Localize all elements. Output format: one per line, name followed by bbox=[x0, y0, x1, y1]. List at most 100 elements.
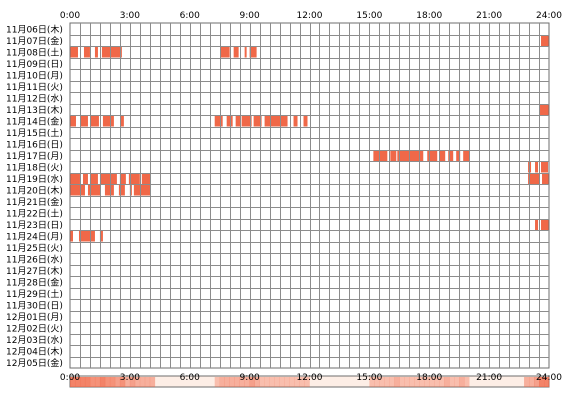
summary-density-cell bbox=[414, 377, 420, 387]
summary-density-cell bbox=[304, 377, 310, 387]
summary-density-cell bbox=[544, 377, 550, 387]
activity-block bbox=[253, 116, 262, 127]
summary-density-cell bbox=[389, 377, 395, 387]
activity-block bbox=[264, 116, 288, 127]
activity-block bbox=[397, 150, 424, 161]
date-label: 11月18日(火) bbox=[6, 163, 63, 174]
date-label: 11月22日(土) bbox=[6, 208, 63, 220]
summary-density-cell bbox=[74, 377, 81, 387]
hour-tick-label-bottom: 18:00 bbox=[416, 373, 442, 383]
summary-density-cell bbox=[429, 377, 435, 387]
summary-bar bbox=[69, 375, 550, 388]
activity-block bbox=[233, 47, 239, 58]
date-label: 11月27日(木) bbox=[6, 265, 63, 277]
summary-density-cell bbox=[524, 377, 530, 387]
hour-tick-label: 12:00 bbox=[297, 11, 323, 21]
date-label: 11月06日(木) bbox=[6, 24, 63, 36]
summary-density-cell bbox=[299, 377, 305, 387]
summary-density-cell bbox=[424, 377, 430, 387]
hour-tick-label-bottom: 12:00 bbox=[297, 373, 323, 383]
summary-density-cell bbox=[259, 377, 265, 387]
activity-block bbox=[80, 116, 88, 127]
activity-block bbox=[244, 47, 247, 58]
activity-block bbox=[104, 185, 114, 196]
summary-density-cell bbox=[149, 377, 156, 387]
hour-tick-label-bottom: 15:00 bbox=[356, 373, 382, 383]
date-label: 11月28日(金) bbox=[6, 277, 63, 289]
hour-tick-label: 9:00 bbox=[240, 11, 260, 21]
summary-density-cell bbox=[109, 377, 116, 387]
summary-density-cell bbox=[439, 377, 445, 387]
summary-density-cell bbox=[119, 377, 126, 387]
activity-block bbox=[78, 231, 95, 242]
hour-tick-label-bottom: 24:00 bbox=[536, 373, 562, 383]
summary-density-cell bbox=[234, 377, 240, 387]
summary-density-cell bbox=[464, 377, 470, 387]
activity-block bbox=[214, 116, 223, 127]
summary-density-cell bbox=[89, 377, 96, 387]
activity-block bbox=[390, 150, 397, 161]
activity-block bbox=[70, 47, 78, 58]
date-label: 11月16日(日) bbox=[6, 140, 63, 151]
summary-density-cell bbox=[124, 377, 131, 387]
date-label: 11月25日(火) bbox=[6, 243, 63, 254]
date-label: 11月21日(金) bbox=[6, 196, 63, 208]
activity-block bbox=[70, 116, 76, 127]
activity-block bbox=[373, 150, 388, 161]
hour-tick-label: 21:00 bbox=[476, 11, 502, 21]
date-label: 11月29日(土) bbox=[6, 288, 63, 300]
summary-density-cell bbox=[379, 377, 385, 387]
summary-density-cell bbox=[289, 377, 295, 387]
activity-block bbox=[70, 185, 85, 196]
hour-tick-label-bottom: 0:00 bbox=[60, 373, 80, 383]
activity-block bbox=[293, 116, 298, 127]
summary-density-cell bbox=[459, 377, 465, 387]
date-label: 11月14日(金) bbox=[6, 116, 63, 128]
summary-density-cell bbox=[84, 377, 91, 387]
chart-frame bbox=[69, 22, 550, 369]
hour-tick-label-bottom: 3:00 bbox=[120, 373, 140, 383]
activity-block bbox=[90, 116, 99, 127]
hour-tick-label-bottom: 21:00 bbox=[476, 373, 502, 383]
activity-block bbox=[235, 116, 241, 127]
summary-density-cell bbox=[214, 377, 220, 387]
date-label: 11月08日(土) bbox=[6, 47, 63, 59]
summary-density-cell bbox=[284, 377, 290, 387]
date-label: 12月05日(金) bbox=[6, 357, 63, 369]
summary-density-cell bbox=[534, 377, 540, 387]
date-labels: 11月06日(木)11月07日(金)11月08日(土)11月09日(日)11月1… bbox=[6, 24, 63, 370]
activity-block bbox=[87, 185, 101, 196]
activity-block bbox=[119, 173, 126, 184]
grid bbox=[69, 22, 550, 369]
summary-density-cell bbox=[129, 377, 136, 387]
date-label: 11月23日(日) bbox=[6, 220, 63, 231]
date-label: 11月15日(土) bbox=[6, 127, 63, 139]
summary-density-cell bbox=[294, 377, 300, 387]
summary-density-cell bbox=[374, 377, 380, 387]
activity-block bbox=[82, 173, 88, 184]
date-label: 11月12日(水) bbox=[6, 93, 63, 105]
summary-density-cell bbox=[249, 377, 255, 387]
summary-density-cell bbox=[409, 377, 415, 387]
date-label: 11月19日(水) bbox=[6, 173, 63, 185]
hour-tick-label: 6:00 bbox=[180, 11, 200, 21]
date-label: 11月30日(日) bbox=[6, 301, 63, 312]
summary-density-cell bbox=[229, 377, 235, 387]
date-label: 11月10日(月) bbox=[6, 71, 63, 82]
summary-density-cell bbox=[404, 377, 410, 387]
date-label: 11月13日(木) bbox=[6, 104, 63, 116]
summary-density-cell bbox=[539, 377, 545, 387]
summary-density-cell bbox=[449, 377, 455, 387]
activity-block bbox=[83, 47, 90, 58]
activity-block bbox=[118, 185, 125, 196]
summary-density-cell bbox=[114, 377, 121, 387]
hour-tick-label: 24:00 bbox=[536, 11, 562, 21]
hour-tick-label: 15:00 bbox=[356, 11, 382, 21]
summary-density-cell bbox=[244, 377, 250, 387]
summary-density-cell bbox=[70, 377, 76, 387]
activity-block bbox=[303, 116, 308, 127]
summary-density-cell bbox=[384, 377, 390, 387]
activity-block bbox=[133, 185, 151, 196]
activity-block bbox=[241, 116, 252, 127]
activity-block bbox=[99, 173, 117, 184]
